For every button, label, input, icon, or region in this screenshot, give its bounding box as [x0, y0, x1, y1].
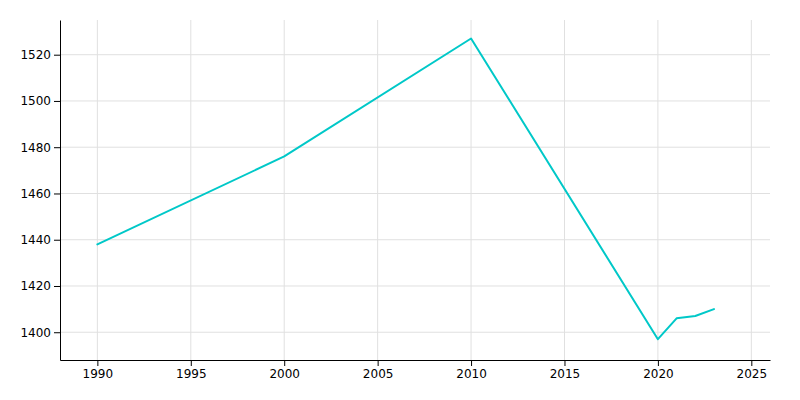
grid-line-x	[377, 20, 378, 360]
y-tick-mark	[54, 101, 60, 102]
grid-line-y	[60, 54, 770, 55]
x-tick-label: 2025	[737, 367, 768, 381]
x-tick-label: 2010	[456, 367, 487, 381]
y-tick: 1440	[20, 233, 60, 247]
y-axis-line	[60, 21, 61, 361]
x-tick-label: 1995	[176, 367, 207, 381]
y-tick-mark	[54, 332, 60, 333]
y-tick: 1400	[20, 326, 60, 340]
y-tick: 1500	[20, 94, 60, 108]
grid-line-x	[284, 20, 285, 360]
grid-line-x	[471, 20, 472, 360]
x-tick-mark	[471, 360, 472, 366]
y-tick-label: 1440	[20, 233, 51, 247]
y-tick: 1520	[20, 48, 60, 62]
x-tick: 2020	[643, 360, 674, 381]
grid-line-y	[60, 100, 770, 101]
y-tick-label: 1420	[20, 279, 51, 293]
x-axis-line	[61, 360, 771, 361]
x-tick-label: 2005	[363, 367, 394, 381]
x-tick-mark	[751, 360, 752, 366]
grid	[60, 20, 770, 360]
x-tick: 2015	[550, 360, 581, 381]
y-tick-mark	[54, 55, 60, 56]
x-tick-mark	[284, 360, 285, 366]
y-tick-mark	[54, 193, 60, 194]
grid-line-x	[751, 20, 752, 360]
x-tick-mark	[658, 360, 659, 366]
x-tick-mark	[378, 360, 379, 366]
x-tick: 2005	[363, 360, 394, 381]
x-tick: 1995	[176, 360, 207, 381]
grid-line-x	[657, 20, 658, 360]
x-tick: 2025	[737, 360, 768, 381]
grid-line-y	[60, 239, 770, 240]
grid-line-x	[190, 20, 191, 360]
marks	[97, 39, 714, 340]
x-tick-label: 1990	[83, 367, 114, 381]
data-line	[97, 39, 714, 340]
chart-svg: 1990 1995 2000 2005 2010 2015 2020 2025 1400 1420…	[0, 0, 800, 400]
grid-line-y	[60, 285, 770, 286]
plot-area: 1990 1995 2000 2005 2010 2015 2020 2025 1400 1420…	[20, 20, 770, 381]
x-tick-label: 2015	[550, 367, 581, 381]
x-tick: 2000	[269, 360, 300, 381]
y-tick-label: 1460	[20, 187, 51, 201]
y-tick-mark	[54, 147, 60, 148]
grid-line-x	[97, 20, 98, 360]
x-tick-label: 2020	[643, 367, 674, 381]
x-axis: 1990 1995 2000 2005 2010 2015 2020 2025	[61, 360, 771, 381]
x-tick-mark	[191, 360, 192, 366]
y-tick-label: 1520	[20, 48, 51, 62]
x-tick-mark	[564, 360, 565, 366]
y-tick-mark	[54, 286, 60, 287]
x-tick-mark	[97, 360, 98, 366]
x-tick: 2010	[456, 360, 487, 381]
y-tick-label: 1400	[20, 326, 51, 340]
grid-line-y	[60, 147, 770, 148]
grid-line-y	[60, 193, 770, 194]
y-tick: 1480	[20, 141, 60, 155]
y-tick-label: 1480	[20, 141, 51, 155]
y-tick: 1460	[20, 187, 60, 201]
x-tick: 1990	[83, 360, 114, 381]
y-tick-label: 1500	[20, 94, 51, 108]
chart-container: 1990 1995 2000 2005 2010 2015 2020 2025 1400 1420…	[0, 0, 800, 400]
y-axis: 1400 1420 1440 1460 1480 1500 1520	[20, 21, 60, 361]
x-tick-label: 2000	[269, 367, 300, 381]
y-tick-mark	[54, 240, 60, 241]
y-tick: 1420	[20, 279, 60, 293]
